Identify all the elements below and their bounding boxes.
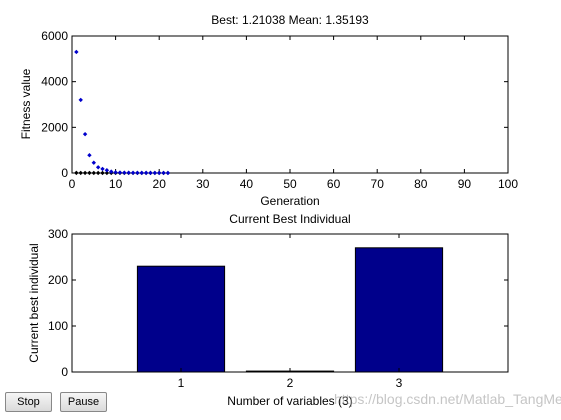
best-individual-chart: Current Best Individual 1 2 3 0 100 200 300 N… bbox=[27, 212, 509, 408]
fitness-x-ticks: 0 10 20 30 40 50 60 70 80 90 100 bbox=[69, 36, 518, 191]
data-point bbox=[95, 165, 101, 170]
data-point bbox=[135, 170, 140, 176]
data-point bbox=[109, 169, 114, 174]
y-tick-label: 4000 bbox=[41, 75, 68, 89]
best-individual-y-ticks: 0 100 200 300 bbox=[48, 227, 508, 379]
data-point bbox=[87, 170, 92, 176]
pause-button[interactable]: Pause bbox=[60, 392, 107, 412]
y-tick-label: 6000 bbox=[41, 29, 68, 43]
data-point bbox=[82, 131, 88, 137]
data-point bbox=[139, 170, 144, 176]
x-tick-label: 100 bbox=[498, 177, 518, 191]
x-tick-label: 10 bbox=[109, 177, 123, 191]
x-tick-label: 40 bbox=[240, 177, 254, 191]
best-individual-x-label: Number of variables (3) bbox=[227, 394, 352, 408]
x-tick-label: 2 bbox=[287, 376, 294, 390]
y-tick-label: 0 bbox=[61, 365, 68, 379]
data-point bbox=[152, 170, 158, 176]
y-tick-label: 100 bbox=[48, 319, 68, 333]
fitness-x-label: Generation bbox=[260, 194, 319, 208]
data-point bbox=[148, 170, 153, 176]
data-point bbox=[113, 170, 118, 175]
data-point bbox=[74, 170, 79, 176]
bar bbox=[136, 265, 226, 373]
x-tick-label: 60 bbox=[327, 177, 341, 191]
data-point bbox=[78, 97, 83, 103]
x-tick-label: 20 bbox=[153, 177, 167, 191]
best-individual-x-ticks: 1 2 3 bbox=[178, 234, 403, 390]
data-point bbox=[78, 170, 83, 176]
best-individual-y-label: Current best individual bbox=[27, 243, 41, 362]
data-point bbox=[161, 170, 166, 176]
data-point bbox=[104, 168, 110, 173]
best-individual-title: Current Best Individual bbox=[229, 212, 350, 226]
data-point bbox=[157, 170, 162, 176]
x-tick-label: 70 bbox=[371, 177, 385, 191]
fitness-plot-area bbox=[71, 35, 509, 174]
x-tick-label: 90 bbox=[458, 177, 472, 191]
data-point bbox=[95, 170, 101, 176]
y-tick-label: 0 bbox=[61, 166, 68, 180]
data-point bbox=[143, 170, 149, 176]
stop-button[interactable]: Stop bbox=[5, 392, 52, 412]
x-tick-label: 3 bbox=[396, 376, 403, 390]
data-point bbox=[165, 170, 171, 176]
data-point bbox=[122, 170, 127, 175]
y-tick-label: 300 bbox=[48, 227, 68, 241]
fitness-chart-title: Best: 1.21038 Mean: 1.35193 bbox=[211, 13, 369, 27]
data-point bbox=[74, 49, 79, 55]
data-point bbox=[87, 152, 92, 158]
data-point bbox=[117, 170, 123, 175]
data-point bbox=[82, 170, 88, 176]
fitness-y-label: Fitness value bbox=[19, 68, 33, 139]
x-tick-label: 1 bbox=[178, 376, 185, 390]
fitness-chart: Best: 1.21038 Mean: 1.35193 0 10 20 30 40 50 6… bbox=[19, 13, 518, 208]
fitness-points bbox=[74, 49, 171, 176]
data-point bbox=[126, 170, 131, 175]
x-tick-label: 30 bbox=[196, 177, 210, 191]
data-point bbox=[130, 170, 136, 175]
data-point bbox=[91, 170, 96, 176]
data-point bbox=[91, 160, 96, 165]
fitness-y-ticks: 0 2000 4000 6000 bbox=[41, 29, 508, 180]
bar bbox=[354, 247, 444, 373]
watermark: https://blog.csdn.net/Matlab_TangMen bbox=[334, 391, 561, 407]
x-tick-label: 80 bbox=[414, 177, 428, 191]
data-point bbox=[100, 166, 105, 172]
data-point bbox=[104, 170, 110, 176]
x-tick-label: 0 bbox=[69, 177, 76, 191]
x-tick-label: 50 bbox=[283, 177, 297, 191]
data-point bbox=[100, 170, 105, 176]
y-tick-label: 200 bbox=[48, 273, 68, 287]
y-tick-label: 2000 bbox=[41, 120, 68, 134]
